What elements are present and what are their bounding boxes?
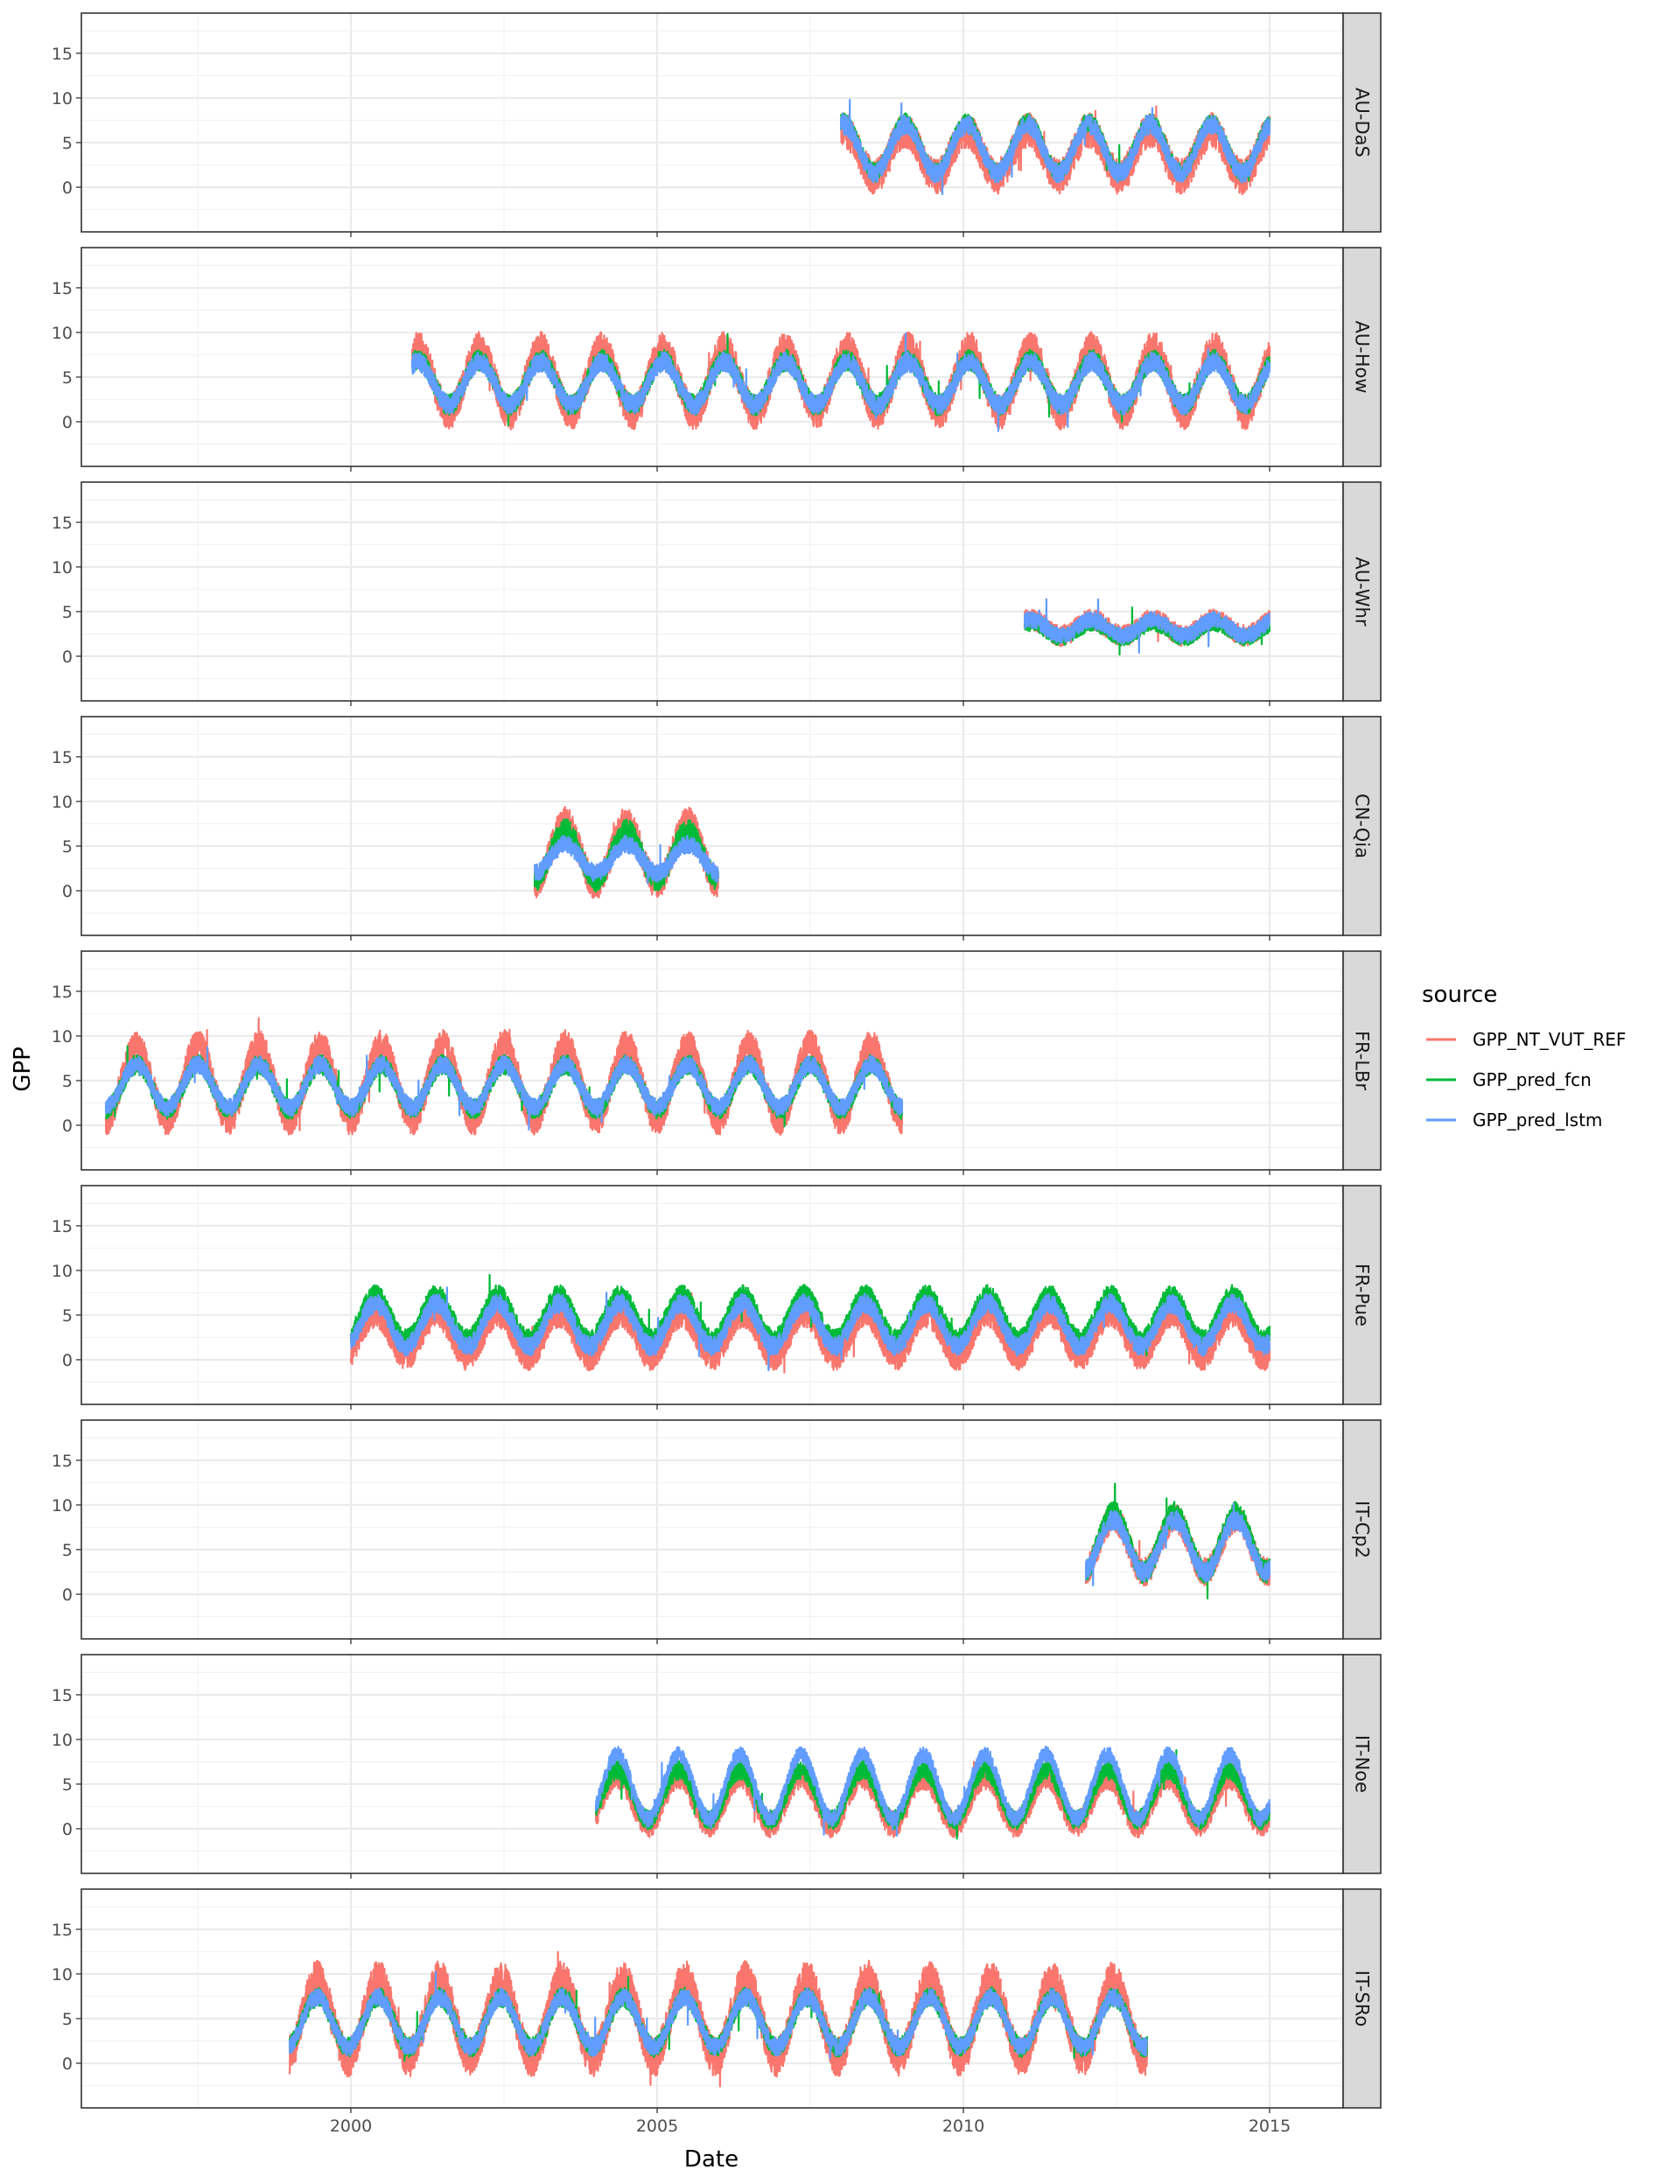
y-tick-label: 0 bbox=[62, 2054, 73, 2074]
panel-it-noe: 0 5 10 15 IT-Noe bbox=[52, 1654, 1382, 1879]
y-tick-label: 15 bbox=[52, 279, 73, 298]
y-tick-label: 5 bbox=[62, 1072, 73, 1091]
legend: source GPP_NT_VUT_REF GPP_pred_fcn GPP_p… bbox=[1422, 982, 1626, 1130]
x-axis-title: Date bbox=[684, 2146, 738, 2173]
series-line-au-how-gpp-pred-lstm bbox=[410, 332, 1271, 432]
y-tick-label: 5 bbox=[62, 2010, 73, 2029]
series-line-au-whr-gpp-pred-lstm bbox=[1023, 598, 1271, 654]
y-tick-label: 15 bbox=[52, 1217, 73, 1236]
series-line-it-sro-gpp-pred-lstm bbox=[288, 1970, 1149, 2060]
y-tick-label: 5 bbox=[62, 1306, 73, 1326]
y-tick-label: 15 bbox=[52, 1686, 73, 1705]
panel-background bbox=[81, 717, 1343, 935]
x-axis: 2000 2005 2010 2015 bbox=[330, 2117, 1291, 2136]
y-tick-label: 5 bbox=[62, 1775, 73, 1795]
facet-strip-label: FR-Pue bbox=[1352, 1264, 1373, 1326]
series-line-fr-lbr-gpp-pred-lstm bbox=[104, 1046, 904, 1131]
series-line-it-cp2-gpp-pred-lstm bbox=[1084, 1502, 1271, 1587]
panel-au-whr: 0 5 10 15 AU-Whr bbox=[52, 481, 1382, 706]
facet-strip bbox=[1342, 716, 1382, 936]
y-tick-label: 0 bbox=[62, 648, 73, 667]
panels-layer: 0 5 10 15 AU-DaS 0 5 10 15 AU-How 0 5 10 15 AU-Whr 0 5 10… bbox=[52, 12, 1382, 2113]
y-tick-label: 0 bbox=[62, 882, 73, 901]
y-tick-label: 15 bbox=[52, 514, 73, 533]
facet-strip-label: IT-SRo bbox=[1352, 1970, 1373, 2027]
y-tick-label: 0 bbox=[62, 1351, 73, 1370]
y-tick-label: 5 bbox=[62, 134, 73, 153]
legend-label-gpp-pred-lstm: GPP_pred_lstm bbox=[1473, 1110, 1602, 1130]
facet-strip bbox=[1342, 481, 1382, 702]
y-tick-label: 10 bbox=[52, 558, 73, 578]
y-tick-label: 10 bbox=[52, 1731, 73, 1750]
x-tick-label: 2000 bbox=[330, 2117, 372, 2136]
y-tick-label: 15 bbox=[52, 748, 73, 767]
panel-background bbox=[81, 1655, 1343, 1873]
x-tick-label: 2010 bbox=[942, 2117, 984, 2136]
panel-fr-lbr: 0 5 10 15 FR-LBr bbox=[52, 950, 1382, 1175]
y-tick-label: 5 bbox=[62, 1541, 73, 1560]
y-tick-label: 10 bbox=[52, 89, 73, 108]
y-tick-label: 10 bbox=[52, 324, 73, 343]
y-axis-title: GPP bbox=[10, 1046, 36, 1092]
facet-strip bbox=[1342, 247, 1382, 467]
x-tick-label: 2015 bbox=[1249, 2117, 1291, 2136]
panel-au-das: 0 5 10 15 AU-DaS bbox=[52, 12, 1382, 237]
panel-au-how: 0 5 10 15 AU-How bbox=[52, 247, 1382, 472]
y-tick-label: 0 bbox=[62, 1820, 73, 1839]
y-tick-label: 5 bbox=[62, 603, 73, 622]
y-tick-label: 10 bbox=[52, 1262, 73, 1281]
facet-strip bbox=[1342, 1185, 1382, 1405]
y-tick-label: 15 bbox=[52, 45, 73, 64]
y-tick-label: 10 bbox=[52, 1965, 73, 1984]
legend-label-gpp-nt-vut-ref: GPP_NT_VUT_REF bbox=[1473, 1029, 1626, 1050]
series-line-cn-qia-gpp-pred-fcn bbox=[533, 817, 720, 893]
panel-it-cp2: 0 5 10 15 IT-Cp2 bbox=[52, 1419, 1382, 1644]
facet-strip bbox=[1342, 1654, 1382, 1874]
y-tick-label: 0 bbox=[62, 1586, 73, 1605]
y-tick-label: 10 bbox=[52, 1496, 73, 1516]
panel-fr-pue: 0 5 10 15 FR-Pue bbox=[52, 1185, 1382, 1410]
panel-cn-qia: 0 5 10 15 CN-Qia bbox=[52, 716, 1382, 941]
series-line-fr-pue-gpp-pred-lstm bbox=[349, 1286, 1271, 1372]
y-tick-label: 10 bbox=[52, 793, 73, 812]
series-line-cn-qia-gpp-pred-lstm bbox=[533, 834, 720, 885]
y-tick-label: 5 bbox=[62, 837, 73, 857]
facet-strip-label: AU-DaS bbox=[1352, 88, 1373, 158]
facet-strip bbox=[1342, 950, 1382, 1171]
panel-background bbox=[81, 248, 1343, 466]
y-tick-label: 15 bbox=[52, 983, 73, 1002]
facet-strip-label: IT-Noe bbox=[1352, 1735, 1373, 1793]
y-tick-label: 15 bbox=[52, 1452, 73, 1471]
facet-strip bbox=[1342, 12, 1382, 233]
facet-strip-label: CN-Qia bbox=[1352, 794, 1373, 858]
y-tick-label: 5 bbox=[62, 368, 73, 388]
legend-label-gpp-pred-fcn: GPP_pred_fcn bbox=[1473, 1069, 1592, 1090]
series-line-au-das-gpp-pred-lstm bbox=[839, 98, 1271, 196]
panel-background bbox=[81, 13, 1343, 232]
facet-strip-label: FR-LBr bbox=[1352, 1031, 1373, 1091]
facet-strip bbox=[1342, 1888, 1382, 2109]
y-tick-label: 0 bbox=[62, 178, 73, 198]
panel-background bbox=[81, 482, 1343, 701]
legend-title: source bbox=[1422, 982, 1497, 1008]
panel-background bbox=[81, 1186, 1343, 1404]
y-tick-label: 0 bbox=[62, 1116, 73, 1136]
series-line-it-noe-gpp-pred-lstm bbox=[594, 1746, 1271, 1838]
facet-strip-label: AU-Whr bbox=[1352, 556, 1373, 626]
facet-strip-label: AU-How bbox=[1352, 320, 1373, 393]
facet-strip bbox=[1342, 1419, 1382, 1640]
panel-background bbox=[81, 1420, 1343, 1639]
x-tick-label: 2005 bbox=[636, 2117, 678, 2136]
facet-strip-label: IT-Cp2 bbox=[1352, 1501, 1373, 1558]
y-tick-label: 15 bbox=[52, 1921, 73, 1940]
y-tick-label: 10 bbox=[52, 1027, 73, 1046]
y-tick-label: 0 bbox=[62, 413, 73, 432]
panel-it-sro: 0 5 10 15 IT-SRo bbox=[52, 1888, 1382, 2113]
